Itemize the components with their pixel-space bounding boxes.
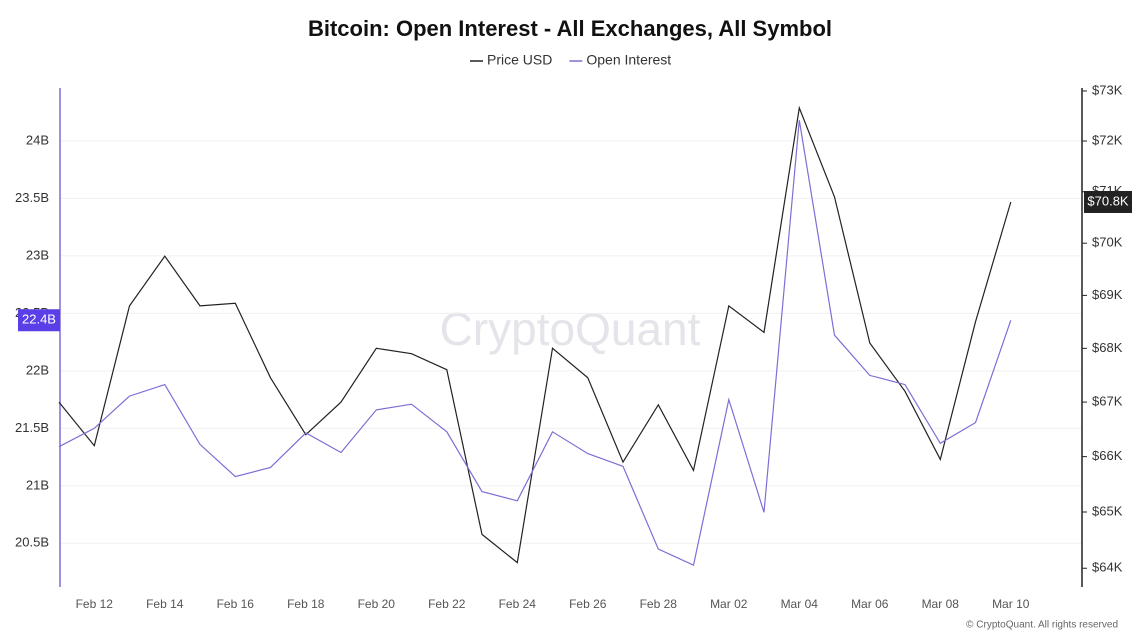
x-tick-label: Feb 22 (428, 597, 466, 611)
x-tick-label: Feb 26 (569, 597, 607, 611)
x-tick-label: Mar 06 (851, 597, 889, 611)
footer: © CryptoQuant. All rights reserved (966, 620, 1118, 631)
y2-tick-label: $72K (1092, 132, 1123, 147)
x-tick-label: Mar 04 (781, 597, 819, 611)
x-tick-label: Mar 08 (922, 597, 960, 611)
x-tick-label: Feb 14 (146, 597, 184, 611)
y2-tick-label: $67K (1092, 394, 1123, 409)
chart-title: Bitcoin: Open Interest - All Exchanges, … (308, 16, 832, 41)
y-tick-label: 23.5B (15, 190, 49, 205)
y2-tick-label: $64K (1092, 560, 1123, 575)
y-tick-label: 21.5B (15, 420, 49, 435)
x-tick-label: Feb 28 (640, 597, 678, 611)
y2-tick-label: $65K (1092, 503, 1123, 518)
x-tick-label: Mar 10 (992, 597, 1030, 611)
legend-label: Price USD (487, 52, 552, 68)
y-tick-label: 23B (26, 247, 49, 262)
x-tick-label: Feb 18 (287, 597, 325, 611)
y2-tick-label: $73K (1092, 82, 1123, 97)
x-tick-label: Feb 20 (358, 597, 396, 611)
y2-tick-label: $66K (1092, 448, 1123, 463)
x-tick-label: Mar 02 (710, 597, 748, 611)
y-tick-label: 24B (26, 132, 49, 147)
x-tick-label: Feb 16 (217, 597, 255, 611)
legend-label: Open Interest (586, 52, 671, 68)
y2-tick-label: $69K (1092, 287, 1123, 302)
x-tick-label: Feb 24 (499, 597, 537, 611)
value-label: $70.8K (1087, 193, 1129, 208)
y-tick-label: 21B (26, 477, 49, 492)
value-label: 22.4B (22, 312, 56, 327)
y2-tick-label: $68K (1092, 340, 1123, 355)
value-flag (18, 309, 60, 332)
line-series (58, 105, 1012, 564)
value-flag (1084, 190, 1132, 213)
y2-tick-label: $70K (1092, 235, 1123, 250)
x-tick-label: Feb 12 (76, 597, 114, 611)
y-tick-label: 22B (26, 362, 49, 377)
line-series (58, 120, 1012, 567)
y-tick-label: 20.5B (15, 535, 49, 550)
watermark: CryptoQuant (440, 303, 701, 355)
